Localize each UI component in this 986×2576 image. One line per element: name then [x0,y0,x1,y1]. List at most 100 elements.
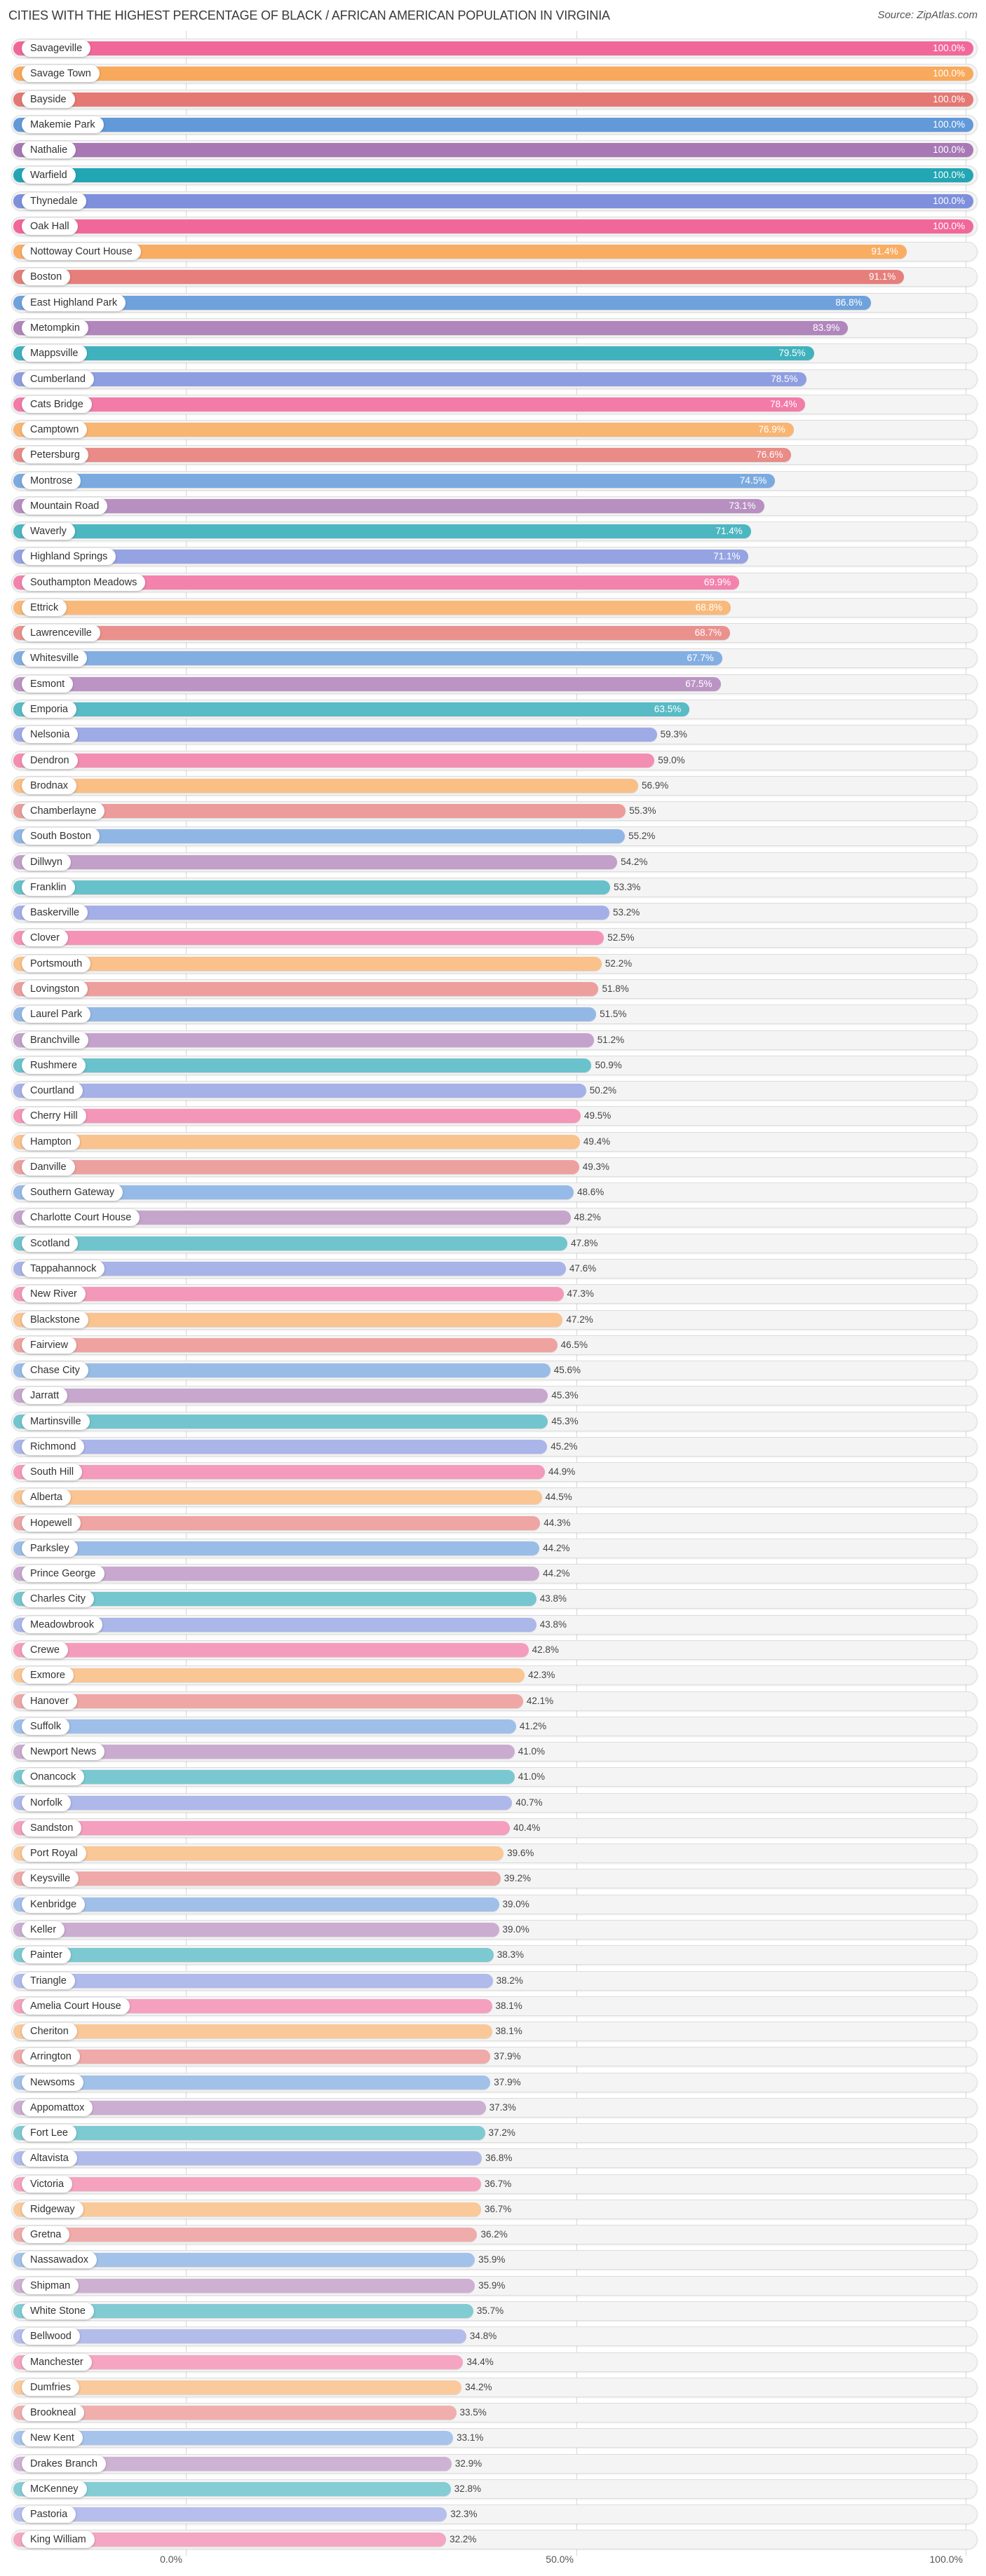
value-label: 71.4% [715,526,743,537]
bar-row: Hanover 42.1% [11,1691,978,1712]
bar [13,1922,499,1937]
bar [13,1261,566,1276]
bar [13,1134,580,1149]
bar-row: Appomattox 37.3% [11,2097,978,2119]
value-label: 44.2% [543,1568,570,1579]
city-label: Prince George [22,1565,104,1583]
bar-row: New River 47.3% [11,1284,978,1305]
city-label: Savageville [22,40,91,57]
city-label: Lawrenceville [22,625,100,642]
city-label: Thynedale [22,192,86,210]
bar [13,1617,536,1632]
city-label: Charles City [22,1590,94,1608]
bar-row: Waverly 71.4% [11,522,978,543]
bar-row: Onancock 41.0% [11,1767,978,1788]
bar-row: East Highland Park 86.8% [11,292,978,314]
value-label: 43.8% [539,1593,567,1604]
bar-row: Sandston 40.4% [11,1818,978,1839]
city-label: Manchester [22,2353,92,2371]
bar-row: Norfolk 40.7% [11,1792,978,1814]
bar [13,448,792,463]
bar [13,1795,513,1810]
bar [13,143,973,158]
value-label: 86.8% [835,297,863,308]
city-label: Nottoway Court House [22,243,141,261]
bar-row: Laurel Park 51.5% [11,1004,978,1025]
city-label: South Hill [22,1464,83,1481]
value-label: 49.5% [583,1110,612,1122]
bar [13,1414,548,1429]
bar [13,1998,492,2013]
bar-row: Mountain Road 73.1% [11,496,978,517]
value-label: 47.8% [571,1237,598,1248]
bar-row: Esmont 67.5% [11,674,978,695]
bar [13,1058,592,1072]
bar-row: Rushmere 50.9% [11,1055,978,1077]
bar-row: Whitesville 67.7% [11,648,978,669]
city-label: Newsoms [22,2073,83,2091]
bar [13,2278,475,2293]
value-label: 44.2% [543,1542,570,1553]
bar-row: Exmore 42.3% [11,1665,978,1686]
value-label: 37.9% [494,2051,521,2062]
bar [13,1719,516,1733]
value-label: 50.9% [595,1059,622,1070]
city-label: South Boston [22,828,100,845]
bar [13,702,690,717]
bar [13,1820,511,1835]
city-label: Emporia [22,701,76,718]
city-label: Cumberland [22,370,94,388]
bar [13,1567,540,1581]
bar [13,626,730,641]
city-label: Amelia Court House [22,1997,130,2015]
bar [13,753,655,768]
city-label: Chamberlayne [22,803,105,820]
value-label: 52.2% [605,958,633,969]
bar [13,676,721,691]
value-label: 42.3% [528,1670,555,1681]
bar [13,473,776,488]
bar-row: Victoria 36.7% [11,2174,978,2195]
value-label: 42.8% [532,1644,559,1655]
bar-row: Crewe 42.8% [11,1640,978,1661]
value-label: 47.2% [566,1314,593,1325]
city-label: Boston [22,268,71,286]
city-label: McKenney [22,2480,87,2497]
bar [13,320,849,335]
bar-row: Nelsonia 59.3% [11,725,978,746]
value-label: 37.9% [494,2076,521,2087]
value-label: 36.7% [485,2203,512,2214]
bar [13,1287,564,1302]
value-label: 51.5% [600,1009,627,1020]
value-label: 78.5% [771,373,798,384]
city-label: Baskerville [22,904,88,922]
bar [13,906,609,920]
bar-row: Baskerville 53.2% [11,903,978,924]
value-label: 48.6% [576,1187,605,1198]
bar-row: Courtland 50.2% [11,1081,978,1102]
x-axis-tick-100: 100.0% [929,2554,963,2565]
city-label: Clover [22,929,68,947]
city-label: Fairview [22,1336,76,1354]
bar-row: Ettrick 68.8% [11,597,978,619]
bar-row: Fairview 46.5% [11,1335,978,1356]
bar-row: Ridgeway 36.7% [11,2199,978,2221]
city-label: Kenbridge [22,1895,86,1913]
bar-row: New Kent 33.1% [11,2428,978,2449]
city-label: Shipman [22,2277,79,2294]
value-label: 91.1% [869,271,896,282]
bar [13,2253,475,2268]
value-label: 39.0% [502,1923,529,1935]
bar-row: Warfield 100.0% [11,165,978,186]
value-label: 37.2% [488,2127,515,2139]
bar [13,1592,536,1607]
bar-row: Boston 91.1% [11,267,978,288]
value-label: 100.0% [933,220,965,231]
value-label: 34.4% [466,2356,494,2367]
city-label: Brodnax [22,777,77,794]
value-label: 55.2% [628,831,656,842]
city-label: Nelsonia [22,726,79,744]
bar-row: Keller 39.0% [11,1919,978,1941]
value-label: 54.2% [621,856,648,867]
value-label: 53.2% [612,907,640,918]
